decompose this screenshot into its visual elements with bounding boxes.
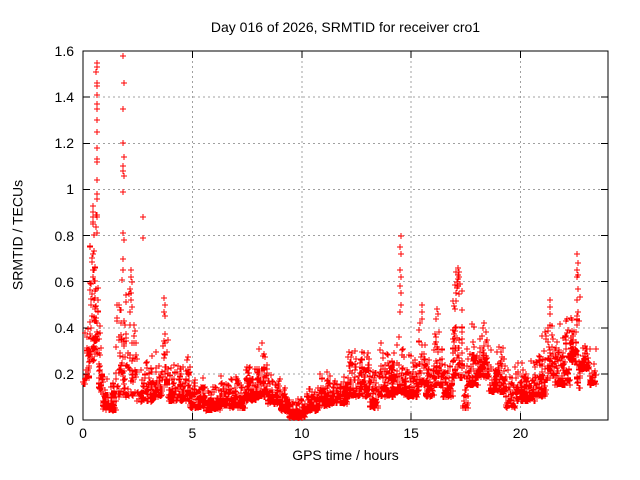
scatter-points [80,53,599,421]
y-tick-label: 1.6 [54,43,74,59]
y-tick-label: 1.4 [54,89,74,106]
x-tick-label: 15 [403,425,419,441]
x-axis-label: GPS time / hours [292,447,399,463]
y-tick-label: 0.4 [54,319,74,336]
axes-border [82,50,609,421]
y-tick-label: 0.8 [54,227,74,244]
gridlines [83,51,608,420]
y-tick-label: 0.2 [54,365,74,382]
x-tick-label: 5 [188,425,197,441]
y-tick-label: 0 [66,412,74,428]
y-tick-label: 1 [66,181,74,198]
x-tick-label: 0 [79,425,87,441]
x-tick-label: 10 [293,425,310,441]
y-tick-label: 0.6 [54,273,74,290]
y-tick-label: 1.2 [54,135,74,152]
chart-title: Day 016 of 2026, SRMTID for receiver cro… [210,19,481,35]
x-tick-label: 20 [512,425,529,441]
